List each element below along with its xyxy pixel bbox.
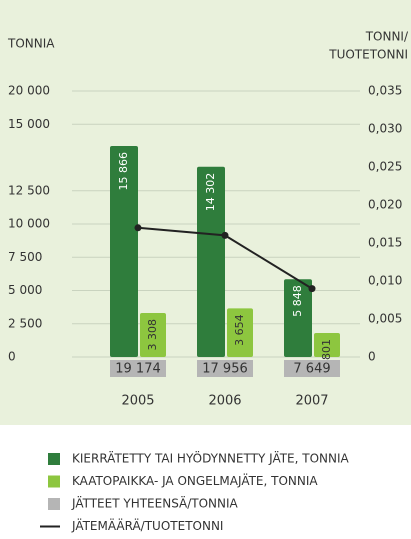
legend-swatch [48, 498, 60, 510]
y2-axis-label: TUOTETONNI [328, 48, 408, 62]
y-tick-label: 2 500 [8, 316, 42, 330]
total-label: 17 956 [202, 362, 248, 377]
y2-axis-label: TONNI/ [365, 30, 409, 44]
y2-tick-label: 0 [368, 350, 376, 364]
legend-swatch [48, 453, 60, 465]
bar-label: 3 308 [146, 319, 159, 351]
total-box [197, 360, 253, 377]
total-box [110, 360, 166, 377]
x-tick-label: 2005 [121, 394, 154, 409]
total-box [284, 360, 340, 377]
y-tick-label: 20 000 [8, 84, 50, 98]
legend-label: KIERRÄTETTY TAI HYÖDYNNETTY JÄTE, TONNIA [72, 450, 350, 466]
legend-label: JÄTTEET YHTEENSÄ/TONNIA [71, 496, 239, 511]
y-tick-label: 10 000 [8, 217, 50, 231]
bar [110, 145, 138, 357]
y-tick-label: 5 000 [8, 283, 42, 297]
y2-tick-label: 0,020 [368, 198, 402, 212]
y-tick-label: 0 [8, 350, 16, 364]
y2-tick-label: 0,030 [368, 122, 402, 136]
y2-tick-label: 0,035 [368, 84, 402, 98]
x-tick-label: 2007 [295, 394, 328, 409]
bar-label: 3 654 [233, 314, 246, 346]
legend-label: KAATOPAIKKA- JA ONGELMAJÄTE, TONNIA [72, 473, 318, 488]
bar-label: 15 866 [117, 152, 130, 191]
line-point [308, 285, 316, 293]
y2-tick-label: 0,015 [368, 236, 402, 250]
bar-label: 14 302 [204, 173, 217, 212]
line-point [134, 224, 142, 232]
bar [140, 313, 166, 357]
y2-tick-label: 0,005 [368, 312, 402, 326]
legend-swatch [48, 475, 60, 488]
y2-tick-label: 0,025 [368, 160, 402, 174]
y2-tick-label: 0,010 [368, 274, 402, 288]
bar-label: 5 848 [291, 285, 304, 317]
legend-label: JÄTEMÄÄRÄ/TUOTETONNI [71, 518, 223, 533]
bar [197, 166, 225, 357]
y-axis-label: TONNIA [7, 37, 55, 51]
x-tick-label: 2006 [208, 394, 241, 409]
y-tick-label: 7 500 [8, 250, 42, 264]
bar [314, 333, 340, 357]
y-tick-label: 12 500 [8, 183, 50, 197]
line-point [221, 231, 229, 239]
total-label: 7 649 [293, 362, 330, 377]
bar [227, 308, 253, 357]
total-label: 19 174 [115, 362, 161, 377]
bar [284, 279, 312, 357]
y-tick-label: 15 000 [8, 117, 50, 131]
